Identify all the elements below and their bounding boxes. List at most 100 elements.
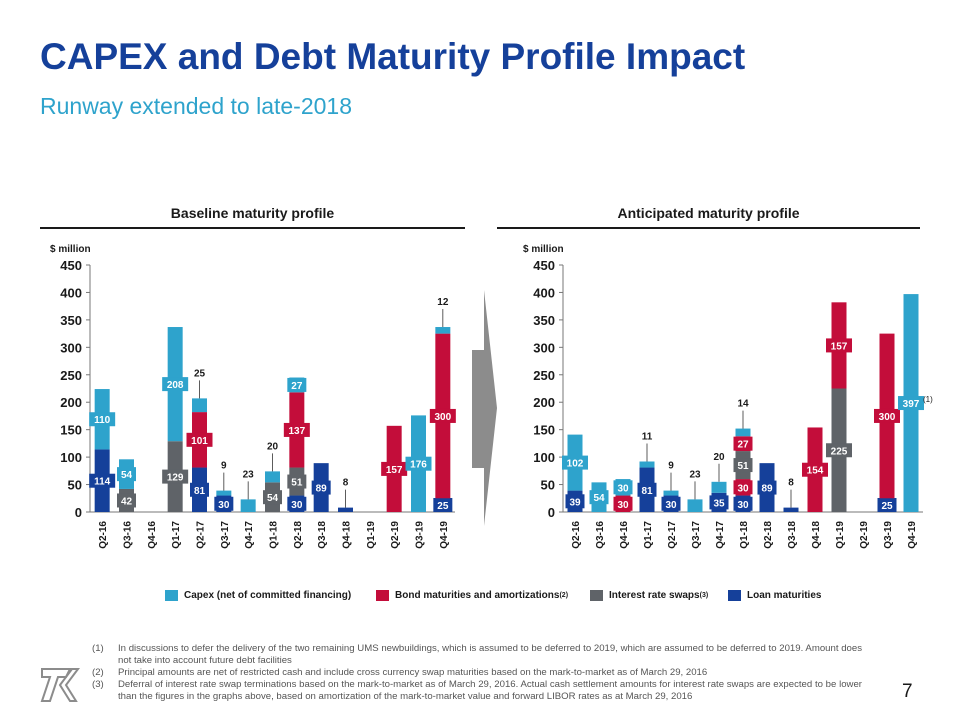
anticipated-value-box-Q3-19-0 [877,498,897,512]
anticipated-value-label-Q1-19-0: 225 [831,446,848,457]
baseline-xtick-label-1: Q3-16 [123,521,134,549]
anticipated-maturity-chart: $ million 0 50 100 150 200 250 300 350 400 450 Q2-1… [523,244,933,549]
anticipated-value-label-Q3-19-1: 300 [879,412,896,423]
anticipated-title-rule [497,227,920,229]
anticipated-bar-Q3-17-capex-0 [687,499,703,512]
baseline-value-box-Q2-18-2 [283,422,310,437]
legend-bond-label: Bond maturities and amortizations [395,590,560,601]
footnote-1-number: (1) [92,643,104,654]
baseline-xtick-label-5: Q3-17 [220,521,231,549]
anticipated-bar-Q4-17-capex-1 [711,481,727,493]
anticipated-ytick-label-1: 50 [541,478,555,493]
baseline-value-label-Q2-18-3: 27 [291,381,303,392]
baseline-ytick-label-7: 350 [60,313,82,328]
anticipated-value-label-Q1-18-2: 51 [737,461,749,472]
baseline-title-rule [40,227,465,229]
baseline-value-label-Q1-18-0: 54 [267,493,279,504]
baseline-ytick-label-3: 150 [60,423,82,438]
legend-bond-footnote: (2) [559,592,569,599]
baseline-value-label-Q3-18-0: 89 [316,484,328,495]
anticipated-xtick-label-0: Q2-16 [571,521,582,549]
anticipated-ytick-label-6: 300 [533,340,555,355]
baseline-bar-Q1-18-capex-1 [265,471,280,483]
baseline-value-box-Q3-16-1 [117,467,136,482]
baseline-value-box-Q2-18-1 [287,474,307,489]
anticipated-value-box-Q4-16-1 [613,480,633,495]
footnote-2: (2) Principal amounts are net of restric… [92,667,862,679]
anticipated-xtick-label-5: Q3-17 [691,521,702,549]
anticipated-annotation: (1) [923,395,933,404]
anticipated-xtick-label-9: Q3-18 [787,521,798,549]
anticipated-value-label-Q4-17-0: 35 [713,498,725,509]
baseline-value-label-Q2-18-1: 51 [291,478,303,489]
footnotes: (1) In discussions to defer the delivery… [92,643,862,703]
legend-loan: Loan maturities [728,590,821,601]
baseline-value-label-Q2-19-0: 157 [386,465,403,476]
baseline-value-box-Q2-16-0 [89,473,116,488]
baseline-value-label-Q3-19-0: 176 [410,460,427,471]
baseline-xtick-label-10: Q4-18 [342,521,353,549]
anticipated-value-box-Q2-16-1 [562,455,588,470]
baseline-xtick-label-14: Q4-19 [439,521,450,549]
transition-arrow [472,290,497,526]
baseline-xtick-label-0: Q2-16 [98,521,109,549]
baseline-value-label-Q2-18-2: 137 [288,426,305,437]
anticipated-xtick-label-14: Q4-19 [907,521,918,549]
anticipated-value-label-Q4-19-0: 397 [903,399,920,410]
company-logo [40,668,80,702]
anticipated-xtick-label-10: Q4-18 [811,521,822,549]
baseline-value-box-Q3-19-0 [405,456,432,471]
baseline-ytick-label-1: 50 [68,478,82,493]
legend-swap-label: Interest rate swaps [609,590,700,601]
anticipated-value-box-Q2-16-0 [565,494,585,509]
anticipated-value-box-Q3-19-1 [874,408,900,423]
anticipated-value-box-Q1-18-2 [733,458,753,473]
anticipated-value-box-Q4-18-0 [802,462,828,477]
anticipated-value-box-Q1-18-1 [733,480,753,495]
anticipated-bar-Q1-17-capex-1 [639,461,655,468]
baseline-value-box-Q2-17-0 [190,482,209,497]
baseline-value-box-Q2-18-0 [287,496,307,511]
anticipated-value-label-Q4-18-0: 154 [807,466,824,477]
baseline-value-box-Q4-19-1 [429,408,456,423]
anticipated-ytick-label-0: 0 [548,505,555,520]
baseline-maturity-chart: $ million 0 50 100 150 200 250 300 350 400 450 Q2-1… [50,244,456,549]
anticipated-bar-Q1-18-capex-4 [735,428,751,437]
anticipated-value-label-Q3-17-0: 23 [689,469,701,480]
baseline-value-box-Q1-17-0 [162,469,189,484]
anticipated-value-box-Q1-17-0 [637,482,657,497]
baseline-ytick-label-2: 100 [60,450,82,465]
anticipated-xtick-label-8: Q2-18 [763,521,774,549]
anticipated-ytick-label-9: 450 [533,258,555,273]
anticipated-value-label-Q3-16-0: 54 [593,493,605,504]
anticipated-ytick-label-3: 150 [533,423,555,438]
anticipated-value-label-Q4-16-1: 30 [617,483,629,494]
anticipated-value-label-Q1-18-1: 30 [737,483,749,494]
baseline-value-box-Q1-17-1 [162,377,189,392]
anticipated-value-label-Q2-16-1: 102 [567,459,584,470]
anticipated-value-box-Q4-19-0 [898,396,924,411]
anticipated-xtick-label-6: Q4-17 [715,521,726,549]
anticipated-value-box-Q4-16-0 [613,496,633,511]
baseline-value-label-Q1-17-0: 129 [167,473,184,484]
footnote-1-text: In discussions to defer the delivery of … [118,643,862,666]
baseline-bar-Q4-17-capex-0 [240,499,256,512]
anticipated-value-label-Q1-17-0: 81 [641,486,653,497]
anticipated-value-label-Q2-18-0: 89 [761,484,773,495]
legend-bond: Bond maturities and amortizations (2) [376,590,568,601]
baseline-ytick-label-4: 200 [60,395,82,410]
baseline-xtick-label-11: Q1-19 [366,521,377,549]
anticipated-xtick-label-1: Q3-16 [595,521,606,549]
baseline-value-label-Q4-17-0: 23 [243,469,255,480]
anticipated-xtick-label-4: Q2-17 [667,521,678,549]
footnote-3-number: (3) [92,679,104,690]
baseline-value-box-Q1-18-0 [263,490,282,505]
anticipated-xtick-label-11: Q1-19 [835,521,846,549]
anticipated-chart-title: Anticipated maturity profile [617,205,800,221]
baseline-ytick-label-8: 400 [60,285,82,300]
anticipated-value-box-Q2-18-0 [757,480,777,495]
baseline-value-label-Q2-17-0: 81 [194,486,206,497]
anticipated-bar-Q2-17-capex-1 [663,490,679,496]
baseline-value-box-Q2-18-3 [287,377,307,392]
legend-capex-swatch [165,590,178,601]
